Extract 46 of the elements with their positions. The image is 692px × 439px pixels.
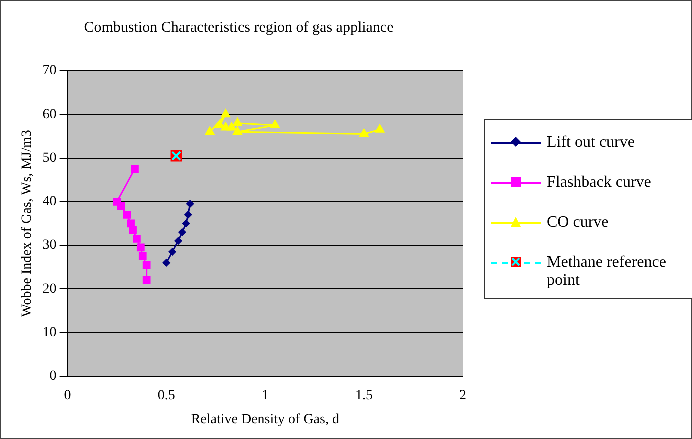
point [233,126,242,136]
point [182,220,190,228]
point [186,200,194,208]
point [184,211,192,219]
point [138,252,147,260]
legend-label: Flashback curve [547,174,652,192]
x-tick-label: 2 [460,388,466,404]
point [178,228,186,236]
y-tick-label: 10 [42,325,57,340]
y-axis-title: Wobbe Index of Gas, Ws, MJ/m3 [20,130,36,318]
x-axis-title: Relative Density of Gas, d [191,412,340,428]
y-tick-label: 0 [50,369,57,384]
legend-label: Methane reference point [547,254,668,290]
point [375,124,385,133]
x-tick-label: 0 [64,388,72,404]
chart-title: Combustion Characteristics region of gas appliance [84,20,394,36]
point [174,237,182,245]
point [123,211,132,219]
point [133,235,141,243]
point [168,248,176,256]
point [127,220,135,228]
point [129,226,137,234]
y-tick-label: 20 [42,282,57,297]
legend-label: CO curve [547,214,609,232]
y-tick-label: 60 [42,107,57,122]
y-tick-label: 70 [42,64,57,79]
point [142,276,151,284]
point [131,165,139,174]
point [227,122,236,131]
x-tick-label: 1 [262,388,269,404]
y-tick-label: 40 [42,194,57,210]
y-tick-label: 30 [42,238,57,254]
point [142,261,151,270]
point [205,126,215,136]
point [162,259,170,267]
point [117,202,126,210]
x-tick-label: 0.5 [158,388,176,404]
y-tick-label: 50 [42,150,57,166]
point [136,244,145,252]
legend-label: Lift out curve [547,134,635,152]
point [221,109,231,118]
point [215,120,225,129]
point [270,120,280,129]
point [360,129,369,138]
point [233,118,242,126]
x-tick-label: 1.5 [355,388,373,404]
